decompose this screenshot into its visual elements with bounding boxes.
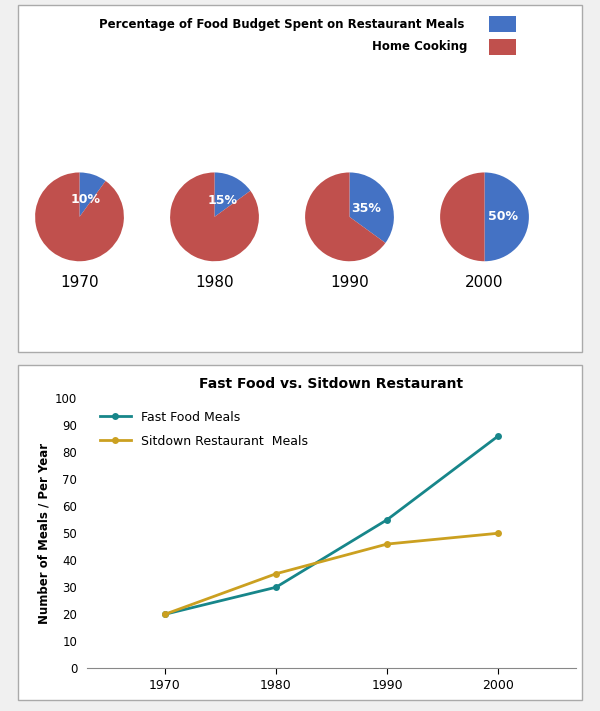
X-axis label: 1970: 1970 [60, 275, 99, 290]
Wedge shape [484, 173, 529, 261]
Text: 50%: 50% [488, 210, 518, 223]
X-axis label: 1980: 1980 [195, 275, 234, 290]
Line: Fast Food Meals: Fast Food Meals [161, 432, 502, 618]
Y-axis label: Number of Meals / Per Year: Number of Meals / Per Year [38, 443, 51, 624]
Fast Food Meals [494, 432, 502, 440]
Sitdown Restaurant  Meals [161, 610, 169, 619]
Wedge shape [170, 173, 259, 261]
X-axis label: 2000: 2000 [465, 275, 504, 290]
Wedge shape [35, 173, 124, 261]
Title: Fast Food vs. Sitdown Restaurant: Fast Food vs. Sitdown Restaurant [199, 378, 464, 392]
Sitdown Restaurant  Meals [272, 570, 280, 578]
Fast Food Meals [383, 515, 391, 524]
Fast Food Meals [272, 583, 280, 592]
Sitdown Restaurant  Meals [383, 540, 391, 548]
Text: 35%: 35% [351, 202, 381, 215]
X-axis label: 1990: 1990 [330, 275, 369, 290]
Text: 15%: 15% [208, 193, 238, 207]
Wedge shape [214, 173, 250, 217]
Text: 10%: 10% [70, 193, 100, 205]
Wedge shape [305, 173, 385, 261]
Line: Sitdown Restaurant  Meals: Sitdown Restaurant Meals [161, 530, 502, 618]
Wedge shape [349, 173, 394, 243]
Wedge shape [440, 173, 485, 261]
Text: Home Cooking: Home Cooking [372, 40, 467, 53]
Legend: Fast Food Meals, Sitdown Restaurant  Meals: Fast Food Meals, Sitdown Restaurant Meal… [93, 405, 314, 454]
Text: Percentage of Food Budget Spent on Restaurant Meals: Percentage of Food Budget Spent on Resta… [99, 18, 464, 31]
Sitdown Restaurant  Meals [494, 529, 502, 538]
Fast Food Meals [161, 610, 169, 619]
Wedge shape [79, 173, 106, 217]
